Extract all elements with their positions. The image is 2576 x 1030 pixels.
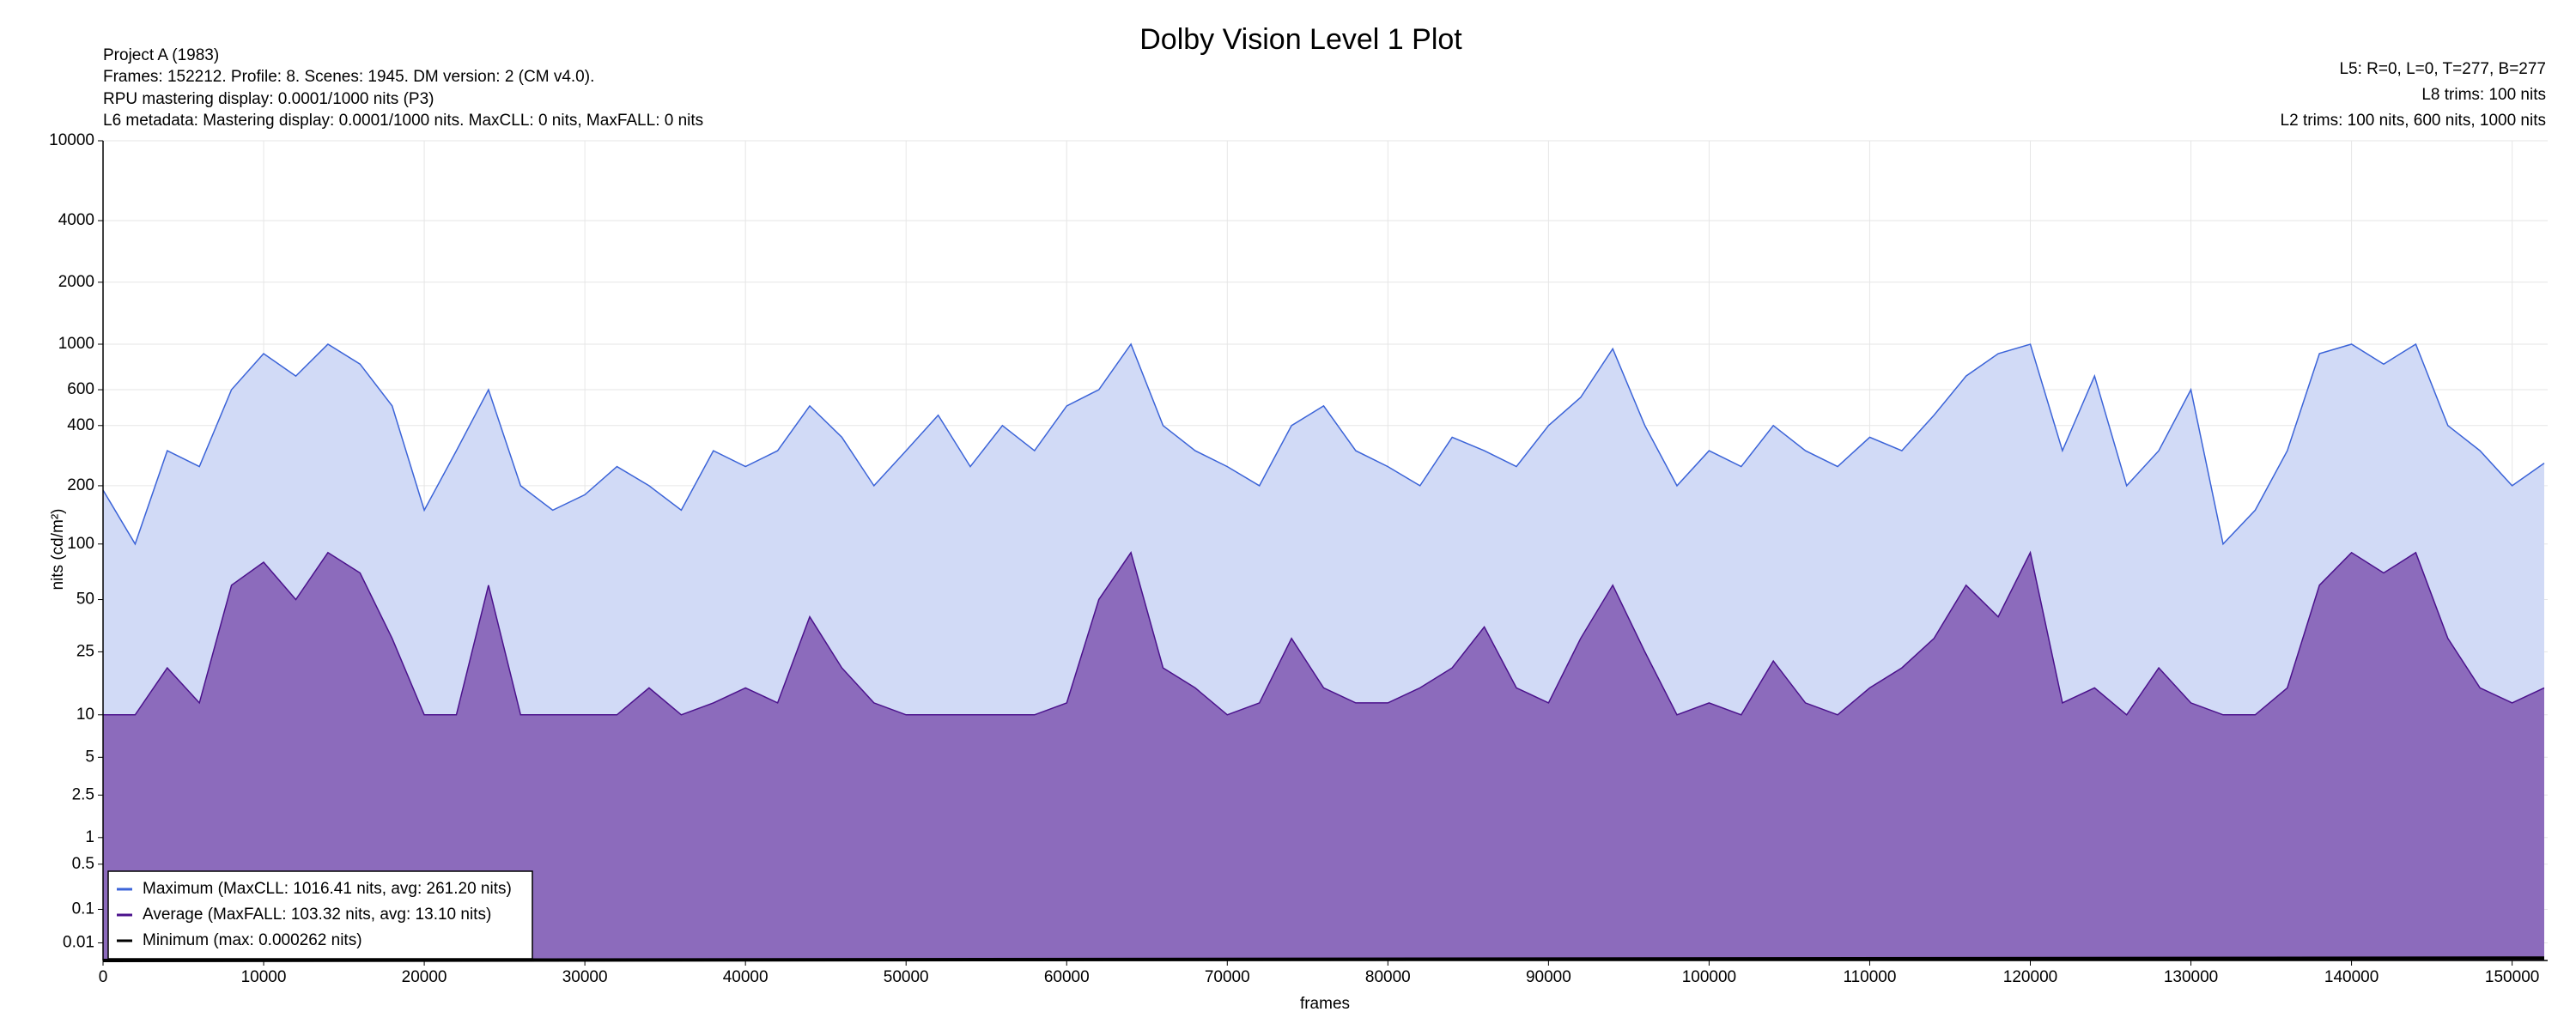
info-line: L8 trims: 100 nits — [2421, 86, 2546, 104]
y-tick-label: 10000 — [49, 131, 94, 149]
y-tick-label: 1 — [85, 828, 94, 846]
y-tick-label: 0.5 — [72, 855, 94, 873]
x-tick-label: 140000 — [2324, 968, 2379, 986]
x-tick-label: 60000 — [1044, 968, 1090, 986]
series-line — [103, 550, 2545, 716]
x-tick-label: 50000 — [884, 968, 929, 986]
x-tick-label: 70000 — [1205, 968, 1250, 986]
y-tick-label: 50 — [76, 591, 94, 609]
x-axis-label: frames — [1300, 995, 1350, 1013]
x-tick-label: 10000 — [241, 968, 287, 986]
y-tick-label: 25 — [76, 642, 94, 660]
y-tick-label: 4000 — [58, 211, 94, 229]
legend-box — [107, 870, 533, 960]
x-tick-label: 20000 — [402, 968, 447, 986]
y-tick-label: 2000 — [58, 273, 94, 291]
x-tick-label: 90000 — [1526, 968, 1571, 986]
x-tick-label: 110000 — [1843, 968, 1896, 986]
x-tick-label: 100000 — [1682, 968, 1736, 986]
x-tick-label: 150000 — [2485, 968, 2539, 986]
y-tick-label: 10 — [76, 706, 94, 724]
info-line: L6 metadata: Mastering display: 0.0001/1… — [103, 112, 703, 130]
info-line: Frames: 152212. Profile: 8. Scenes: 1945… — [103, 68, 594, 86]
x-tick-label: 130000 — [2164, 968, 2218, 986]
info-line: RPU mastering display: 0.0001/1000 nits … — [103, 90, 434, 108]
x-tick-label: 80000 — [1365, 968, 1411, 986]
y-tick-label: 0.01 — [63, 933, 94, 951]
chart-title: Dolby Vision Level 1 Plot — [1139, 23, 1462, 56]
y-axis-label: nits (cd/m²) — [49, 509, 67, 591]
y-tick-label: 100 — [67, 535, 94, 553]
x-tick-label: 40000 — [723, 968, 769, 986]
y-tick-label: 600 — [67, 380, 94, 398]
y-tick-label: 200 — [67, 476, 94, 494]
legend-label: Maximum (MaxCLL: 1016.41 nits, avg: 261.… — [143, 880, 512, 898]
y-tick-label: 400 — [67, 416, 94, 434]
x-tick-label: 0 — [99, 968, 108, 986]
y-tick-label: 1000 — [58, 335, 94, 353]
info-line: L2 trims: 100 nits, 600 nits, 1000 nits — [2281, 112, 2546, 130]
series-area — [103, 552, 2544, 960]
y-tick-label: 0.1 — [72, 900, 94, 918]
legend-label: Average (MaxFALL: 103.32 nits, avg: 13.1… — [143, 906, 491, 924]
x-tick-label: 120000 — [2003, 968, 2057, 986]
x-tick-label: 30000 — [562, 968, 608, 986]
info-line: Project A (1983) — [103, 46, 219, 64]
legend-label: Minimum (max: 0.000262 nits) — [143, 931, 362, 949]
series-line — [102, 342, 2545, 546]
y-tick-label: 5 — [85, 748, 94, 766]
y-tick-label: 2.5 — [72, 785, 94, 803]
info-line: L5: R=0, L=0, T=277, B=277 — [2339, 60, 2546, 78]
